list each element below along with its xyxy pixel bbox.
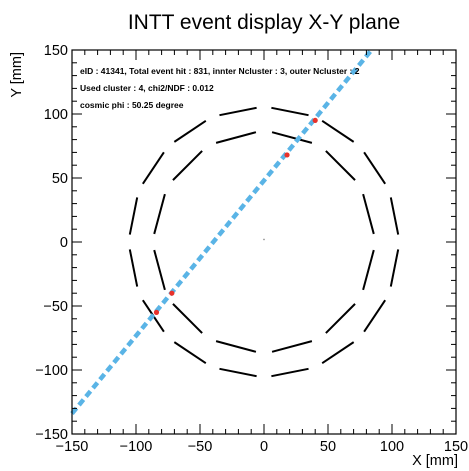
x-tick-label: 0 xyxy=(260,439,268,455)
y-tick-label: 50 xyxy=(52,171,68,187)
ladder-segment-1-10 xyxy=(173,341,207,364)
x-tick-label: −100 xyxy=(120,439,153,455)
ladder-segment-0-8 xyxy=(215,340,257,353)
x-tick-label: 100 xyxy=(380,439,404,455)
ladder-segment-0-6 xyxy=(153,249,166,291)
clusters xyxy=(153,117,318,315)
ladder-segment-0-7 xyxy=(172,303,203,334)
ladder-segment-1-12 xyxy=(271,367,309,378)
x-tick-label: 50 xyxy=(320,439,336,455)
x-tick-label: 150 xyxy=(444,439,468,455)
ladder-segment-1-14 xyxy=(363,299,386,333)
vertex-point xyxy=(263,238,265,241)
cluster-point-2 xyxy=(284,152,290,158)
axes: −150 −100 −50 0 50 100 150 −150 −100 −50 0 50 100 150 xyxy=(35,43,468,455)
y-tick-label: 150 xyxy=(44,43,68,59)
ladder-segment-1-5 xyxy=(173,120,207,143)
y-tick-label: −150 xyxy=(35,427,68,443)
event-info: eID : 41341, Total event hit : 831, innt… xyxy=(80,66,360,110)
x-tick-label: −150 xyxy=(56,439,89,455)
ladder-segment-0-2 xyxy=(271,131,313,144)
ladder-segment-0-4 xyxy=(172,150,203,181)
annotation-event-info: eID : 41341, Total event hit : 831, innt… xyxy=(80,66,360,76)
cluster-point-1 xyxy=(169,290,175,296)
ladder-segment-1-6 xyxy=(142,151,165,185)
ladder-segment-1-0 xyxy=(389,197,400,235)
ladder-segment-0-9 xyxy=(271,340,313,353)
detector-ladders xyxy=(128,106,400,378)
plot-frame xyxy=(71,49,457,435)
ladder-segment-1-13 xyxy=(321,341,355,364)
ladder-segment-1-1 xyxy=(363,151,386,185)
ladder-segment-0-10 xyxy=(325,303,356,334)
y-axis-label: Y [mm] xyxy=(9,52,25,98)
ladder-segment-1-2 xyxy=(321,120,355,143)
track-fit xyxy=(70,48,374,415)
ladder-segment-0-5 xyxy=(153,193,166,235)
y-tick-label: 0 xyxy=(60,235,68,251)
ladder-segment-1-11 xyxy=(219,367,257,378)
ladder-segment-0-3 xyxy=(215,131,257,144)
chart-title: INTT event display X-Y plane xyxy=(128,11,400,34)
ladder-segment-1-7 xyxy=(128,197,139,235)
annotation-fit-info: Used cluster : 4, chi2/NDF : 0.012 xyxy=(80,83,214,93)
ladder-segment-0-1 xyxy=(325,150,356,181)
annotation-phi: cosmic phi : 50.25 degree xyxy=(80,100,184,110)
y-tick-label: 100 xyxy=(44,107,68,123)
ladder-segment-1-3 xyxy=(271,106,309,117)
track-line xyxy=(70,48,374,415)
x-tick-label: −50 xyxy=(188,439,213,455)
cluster-point-0 xyxy=(153,309,160,315)
vertex xyxy=(263,238,265,241)
cluster-point-3 xyxy=(312,117,318,123)
ladder-segment-0-11 xyxy=(362,249,375,291)
ladder-segment-1-15 xyxy=(389,249,400,287)
ladder-segment-1-4 xyxy=(219,106,257,117)
y-tick-label: −50 xyxy=(43,299,68,315)
x-axis-label: X [mm] xyxy=(412,453,458,469)
ladder-segment-1-8 xyxy=(128,249,139,287)
y-tick-label: −100 xyxy=(35,363,68,379)
ladder-segment-0-0 xyxy=(362,193,375,235)
